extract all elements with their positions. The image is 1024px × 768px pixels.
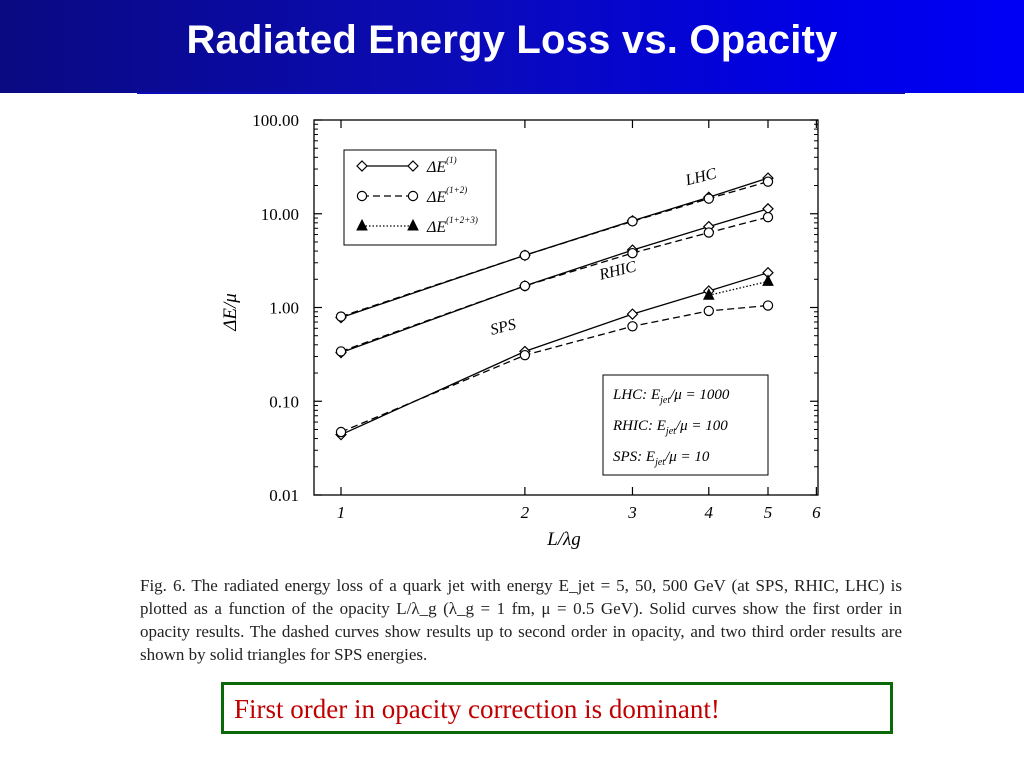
legend-superscript: (1+2+3) <box>446 215 478 225</box>
info-collider: LHC: <box>612 387 651 403</box>
y-axis-label: ΔE/μ <box>220 293 241 332</box>
circle-marker <box>519 280 531 292</box>
y-tick-label: 0.10 <box>269 392 299 411</box>
circle-marker <box>335 426 347 438</box>
curve-label: LHC <box>683 165 719 189</box>
info-subscript: jet <box>658 395 670 406</box>
circle-marker <box>762 176 774 187</box>
series-lhc-circle <box>335 176 774 322</box>
callout-box: First order in opacity correction is dom… <box>221 682 893 734</box>
series-line <box>340 216 769 353</box>
circle-marker <box>335 311 347 322</box>
info-line: LHC: Ejet/μ = 1000 <box>612 387 730 406</box>
series-sps-triangle <box>702 274 774 300</box>
circle-marker <box>519 349 531 361</box>
y-axis-label-text: ΔE/μ <box>220 293 241 332</box>
info-collider: SPS: <box>613 449 646 465</box>
legend-box: ΔE(1)ΔE(1+2)ΔE(1+2+3) <box>343 149 497 246</box>
series-sps-circle <box>335 300 774 438</box>
x-tick-label: 1 <box>337 503 346 522</box>
circle-marker <box>627 247 638 259</box>
callout-text: First order in opacity correction is dom… <box>234 694 720 724</box>
circle-marker <box>335 346 347 357</box>
y-tick-label: 100.00 <box>252 111 299 130</box>
info-box: LHC: Ejet/μ = 1000 RHIC: Ejet/μ = 100 SPS:… <box>602 374 769 476</box>
info-lines: LHC: Ejet/μ = 1000 RHIC: Ejet/μ = 100 SPS:… <box>612 387 730 468</box>
circle-marker <box>762 211 774 223</box>
circle-marker <box>627 321 638 332</box>
y-tick-label: 1.00 <box>269 299 299 318</box>
circle-marker <box>627 216 638 227</box>
x-tick-label: 3 <box>627 503 637 522</box>
circle-marker <box>356 190 368 202</box>
curve-label: SPS <box>489 316 518 339</box>
diamond-marker <box>626 308 639 320</box>
circle-marker <box>703 193 714 204</box>
info-e: E <box>656 418 666 434</box>
x-tick-labels: 1 2 3 4 5 6 <box>337 503 821 522</box>
circle-marker <box>407 190 419 202</box>
circle-marker <box>703 227 714 238</box>
series-rhic-circle <box>335 211 774 357</box>
diamond-marker <box>407 160 419 172</box>
figure-caption: Fig. 6. The radiated energy loss of a qu… <box>140 576 902 664</box>
triangle-marker <box>702 288 715 300</box>
title-underline <box>137 92 905 94</box>
series-layer <box>335 172 774 441</box>
info-subscript: jet <box>664 426 676 437</box>
slide-title: Radiated Energy Loss vs. Opacity <box>186 18 838 62</box>
x-tick-label: 2 <box>521 503 530 522</box>
info-e: E <box>645 449 655 465</box>
x-axis-label: L/λg <box>546 529 581 550</box>
info-e: E <box>650 387 660 403</box>
legend-superscript: (1+2) <box>446 185 467 195</box>
info-subscript: jet <box>653 457 665 468</box>
y-tick-label: 0.01 <box>269 486 299 505</box>
legend-superscript: (1) <box>446 155 457 165</box>
info-collider: RHIC: <box>612 418 657 434</box>
info-ratio: /μ = 10 <box>664 449 710 465</box>
info-line: RHIC: Ejet/μ = 100 <box>612 418 728 437</box>
info-ratio: /μ = 1000 <box>669 387 730 403</box>
triangle-marker <box>407 218 419 231</box>
triangle-marker <box>762 274 774 286</box>
circle-marker <box>762 300 774 311</box>
circle-marker <box>703 305 714 317</box>
info-line: SPS: Ejet/μ = 10 <box>613 449 710 468</box>
axis-ticks <box>314 119 818 496</box>
triangle-marker <box>356 218 368 231</box>
x-tick-label: 4 <box>705 503 714 522</box>
diamond-marker <box>356 160 368 172</box>
x-tick-label: 5 <box>764 503 773 522</box>
y-tick-label: 10.00 <box>261 205 299 224</box>
x-tick-label: 6 <box>812 503 821 522</box>
info-ratio: /μ = 100 <box>675 418 728 434</box>
title-banner: Radiated Energy Loss vs. Opacity <box>0 0 1024 93</box>
circle-marker <box>519 250 531 261</box>
y-tick-labels: 0.01 0.10 1.00 10.00 100.00 <box>252 111 299 505</box>
